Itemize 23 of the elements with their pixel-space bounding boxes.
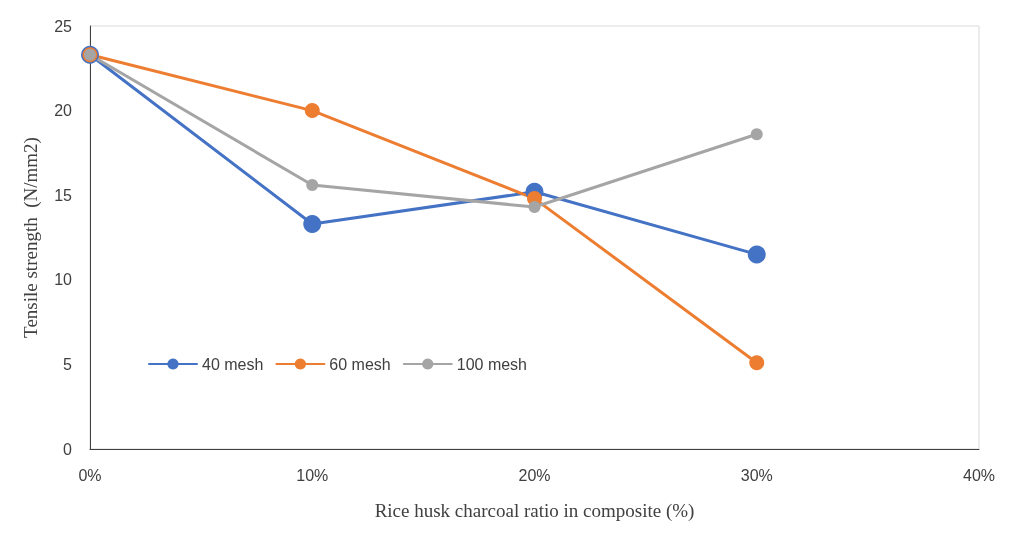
y-tick-label: 15 xyxy=(54,186,73,204)
legend-label: 60 mesh xyxy=(329,355,391,373)
point xyxy=(749,355,765,371)
x-tick-label: 40% xyxy=(962,466,996,484)
x-tick-label: 30% xyxy=(740,466,773,484)
y-axis-title: Tensile strength (N/mm2) xyxy=(20,137,42,338)
point xyxy=(303,214,322,233)
point xyxy=(306,179,319,192)
point xyxy=(750,128,763,141)
legend-label: 100 mesh xyxy=(456,355,527,373)
y-tick-label: 25 xyxy=(54,17,73,35)
x-axis-title: Rice husk charcoal ratio in composite (%) xyxy=(374,500,695,522)
y-tick-label: 0 xyxy=(63,440,73,458)
x-tick-label: 0% xyxy=(78,466,102,484)
x-tick-label: 10% xyxy=(296,466,329,484)
point xyxy=(304,103,320,119)
y-tick-label: 5 xyxy=(63,355,73,373)
legend-label: 40 mesh xyxy=(202,355,264,373)
y-tick-label: 10 xyxy=(54,271,73,289)
point xyxy=(747,245,766,264)
x-tick-label: 20% xyxy=(518,466,551,484)
y-tick-label: 20 xyxy=(54,102,73,120)
point xyxy=(528,201,541,214)
